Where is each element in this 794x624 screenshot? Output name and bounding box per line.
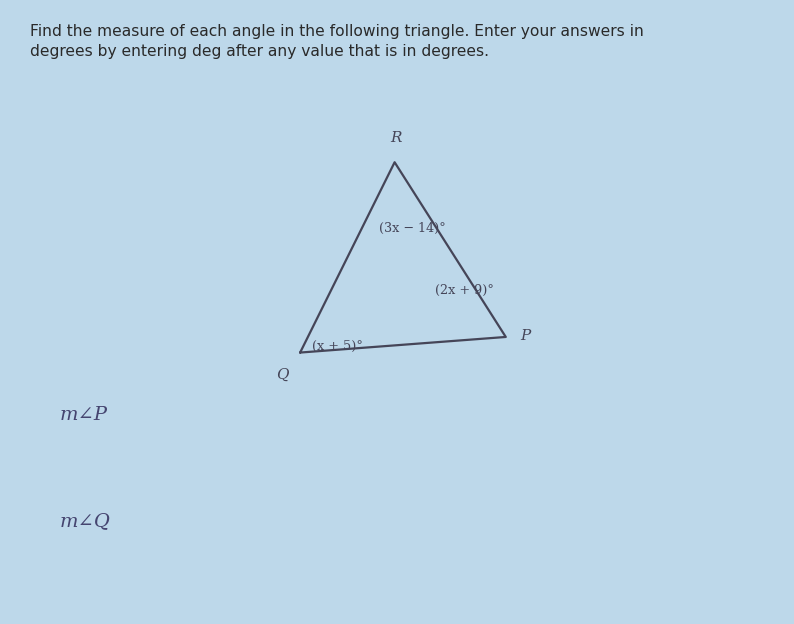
Text: Q: Q <box>276 368 289 382</box>
Text: (x + 5)°: (x + 5)° <box>312 340 363 353</box>
Text: R: R <box>391 131 402 145</box>
Text: (3x − 14)°: (3x − 14)° <box>379 222 445 235</box>
Text: m∠Q: m∠Q <box>60 512 110 530</box>
Text: degrees by entering deg after any value that is in degrees.: degrees by entering deg after any value … <box>30 44 489 59</box>
Text: P: P <box>520 329 530 343</box>
Text: (2x + 9)°: (2x + 9)° <box>435 284 494 296</box>
Text: m∠P: m∠P <box>60 406 107 424</box>
Text: Find the measure of each angle in the following triangle. Enter your answers in: Find the measure of each angle in the fo… <box>30 24 644 39</box>
